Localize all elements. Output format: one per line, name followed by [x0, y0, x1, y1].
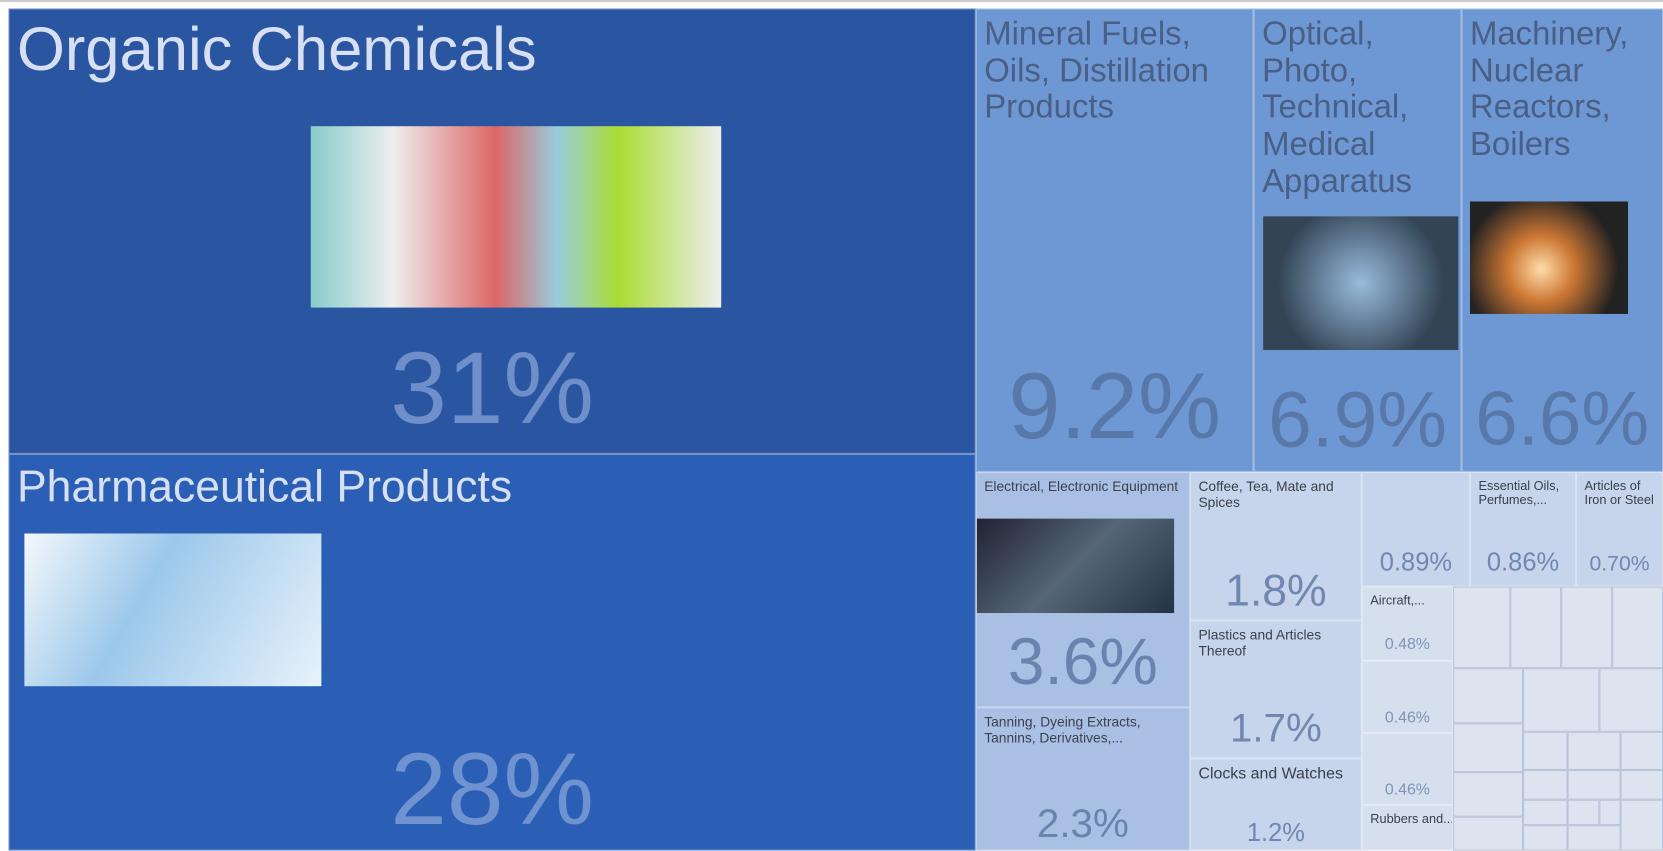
top-bar [0, 0, 1663, 8]
value-label: 2.3% [977, 804, 1189, 844]
value-label: 0.89% [1363, 550, 1469, 575]
tile: Optical, Photo, Technical, Medical Appar… [1254, 8, 1462, 471]
small-tile [1453, 723, 1523, 772]
small-tile [1599, 668, 1663, 732]
tile-label: Electrical, Electronic Equipment [984, 479, 1186, 494]
tile-label: Articles of Iron or Steel [1585, 479, 1663, 508]
tile: Pharmaceutical Products 28% [8, 454, 975, 851]
tile-label: Coffee, Tea, Mate and Spices [1198, 479, 1357, 510]
small-tile [1621, 800, 1663, 851]
small-tile [1568, 800, 1600, 825]
small-tile [1523, 668, 1599, 732]
small-tile [1453, 817, 1523, 851]
tile-label: Aircraft,... [1370, 594, 1453, 608]
small-tile [1621, 732, 1663, 770]
tile: 0.89% [1362, 472, 1470, 587]
tile: Coffee, Tea, Mate and Spices 1.8% [1190, 472, 1362, 620]
tile: Machinery, Nuclear Reactors, Boilers 6.6% [1462, 8, 1663, 471]
tile: Mineral Fuels, Oils, Distillation Produc… [976, 8, 1254, 471]
value-label: 0.86% [1471, 550, 1575, 575]
tile: Tanning, Dyeing Extracts, Tannins, Deriv… [976, 707, 1190, 850]
small-tile [1523, 825, 1568, 850]
tile: Clocks and Watches 1.2% [1190, 758, 1362, 850]
tile: Articles of Iron or Steel 0.70% [1576, 472, 1663, 587]
small-tile [1523, 770, 1568, 800]
value-label: 1.8% [1191, 568, 1361, 613]
tile: Organic Chemicals 31% [8, 8, 975, 453]
tile-label: Optical, Photo, Technical, Medical Appar… [1262, 16, 1453, 200]
tile: Aircraft,... 0.48% [1362, 587, 1453, 661]
value-label: 31% [10, 338, 975, 440]
value-label: 1.7% [1191, 708, 1361, 748]
value-label: 0.48% [1363, 636, 1452, 652]
small-tile [1612, 587, 1663, 669]
value-label: 9.2% [977, 360, 1253, 453]
small-tile [1599, 800, 1620, 825]
small-tile [1453, 668, 1523, 723]
tile: 0.46% [1362, 661, 1453, 733]
tile-label: Tanning, Dyeing Extracts, Tannins, Deriv… [984, 715, 1186, 746]
tile-image [1470, 202, 1628, 314]
small-tile [1523, 800, 1568, 825]
tile-label: Plastics and Articles Thereof [1198, 628, 1357, 659]
small-tile [1568, 770, 1621, 800]
small-tile [1510, 587, 1561, 669]
value-label: 28% [10, 739, 975, 841]
value-label: 3.6% [977, 630, 1189, 696]
value-label: 6.6% [1463, 381, 1662, 457]
tile-image [977, 519, 1174, 613]
tile-label: Clocks and Watches [1198, 766, 1357, 784]
tile: Essential Oils, Perfumes,... 0.86% [1470, 472, 1576, 587]
small-tile [1621, 770, 1663, 800]
value-label: 0.46% [1363, 710, 1452, 726]
tile-label: Machinery, Nuclear Reactors, Boilers [1470, 16, 1661, 163]
small-tile [1568, 825, 1621, 850]
tile-label: Organic Chemicals [17, 16, 950, 85]
value-label: 1.2% [1191, 821, 1361, 846]
tile-label: Rubbers and... [1370, 812, 1453, 826]
tile-image [1263, 216, 1458, 350]
tile-image [311, 126, 721, 307]
small-tile [1453, 587, 1510, 669]
tile: Electrical, Electronic Equipment 3.6% [976, 472, 1190, 707]
small-tile [1523, 732, 1568, 770]
tile-label: Pharmaceutical Products [17, 461, 950, 511]
small-tile [1561, 587, 1612, 669]
tile-image [24, 533, 321, 686]
tile: 0.46% [1362, 733, 1453, 805]
small-tile [1453, 772, 1523, 817]
tile-label: Mineral Fuels, Oils, Distillation Produc… [984, 16, 1239, 126]
tile: Rubbers and... [1362, 805, 1453, 851]
value-label: 6.9% [1255, 381, 1461, 459]
tile: Plastics and Articles Thereof 1.7% [1190, 620, 1362, 758]
treemap: Organic Chemicals 31% Pharmaceutical Produ… [0, 0, 1663, 851]
small-tile [1568, 732, 1621, 770]
value-label: 0.46% [1363, 782, 1452, 798]
tile-label: Essential Oils, Perfumes,... [1478, 479, 1573, 508]
value-label: 0.70% [1577, 554, 1662, 575]
